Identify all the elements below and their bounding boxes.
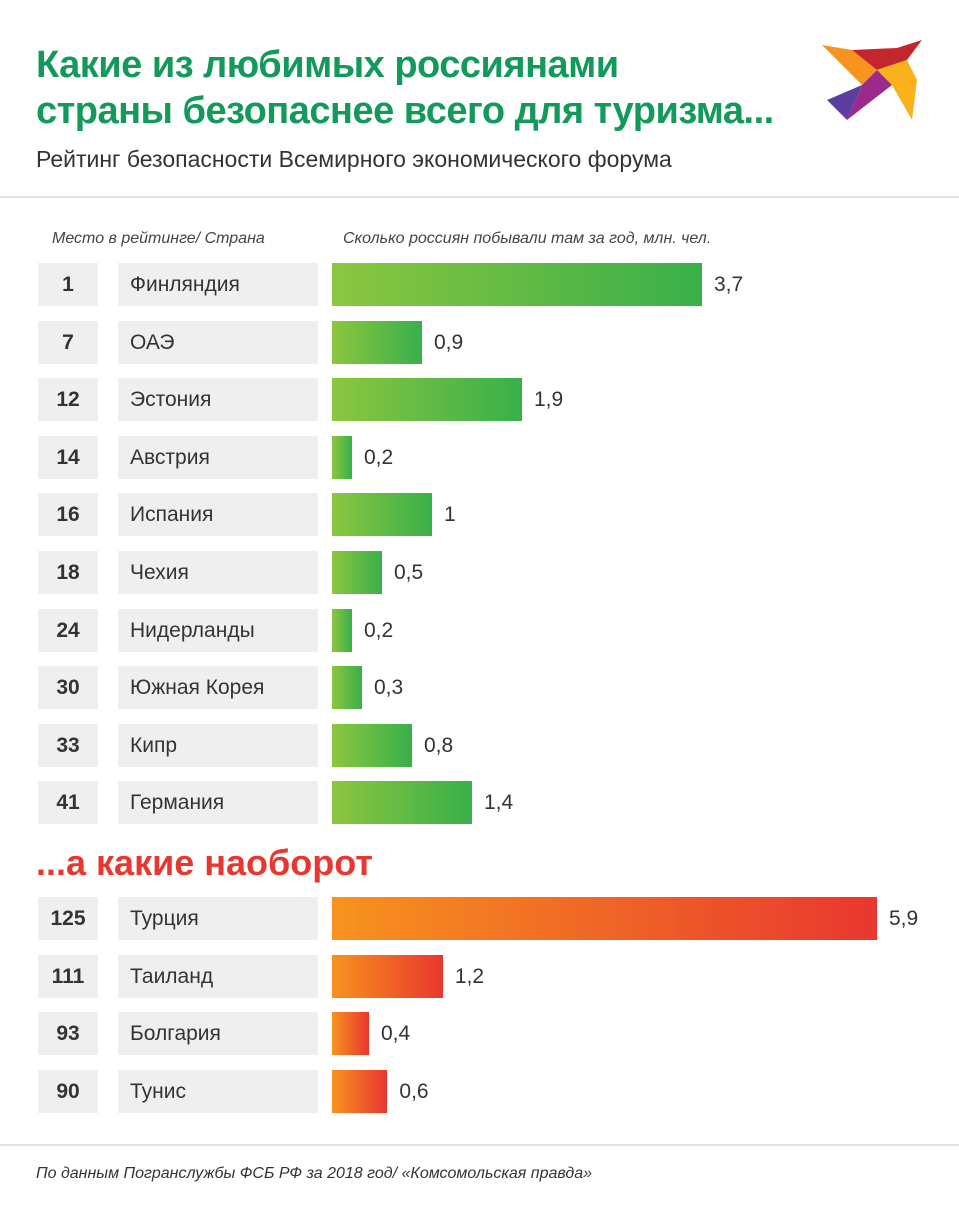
chart-row: 7 ОАЭ 0,9 bbox=[0, 320, 959, 364]
bar bbox=[332, 551, 382, 594]
divider bbox=[0, 196, 959, 198]
bar bbox=[332, 435, 352, 479]
chart-row: 24 Нидерланды 0,2 bbox=[0, 608, 959, 652]
chart-row: 30 Южная Корея 0,3 bbox=[0, 666, 959, 710]
page-title: Какие из любимых россиянами страны безоп… bbox=[36, 42, 774, 134]
chart-row: 33 Кипр 0,8 bbox=[0, 723, 959, 767]
bar bbox=[332, 954, 443, 998]
rank-label: 93 bbox=[38, 1012, 98, 1056]
chart-row: 93 Болгария 0,4 bbox=[0, 1012, 959, 1056]
rank-label: 125 bbox=[38, 897, 98, 940]
country-label: Тунис bbox=[118, 1069, 318, 1113]
value-label: 0,2 bbox=[364, 445, 394, 469]
value-label: 1,4 bbox=[484, 791, 514, 815]
subtitle: Рейтинг безопасности Всемирного экономич… bbox=[36, 146, 672, 172]
bar bbox=[332, 263, 702, 306]
value-label: 0,3 bbox=[374, 676, 404, 700]
bar bbox=[332, 781, 472, 825]
bird-logo-icon bbox=[822, 40, 922, 120]
country-label: Финляндия bbox=[118, 263, 318, 306]
chart-row: 90 Тунис 0,6 bbox=[0, 1069, 959, 1113]
rank-label: 41 bbox=[38, 781, 98, 825]
country-label: Чехия bbox=[118, 551, 318, 594]
value-label: 1 bbox=[444, 503, 456, 527]
country-label: Эстония bbox=[118, 378, 318, 422]
country-label: Турция bbox=[118, 897, 318, 940]
value-label: 1,2 bbox=[454, 964, 485, 988]
column-header-visitors: Сколько россиян побывали там за год, млн… bbox=[343, 230, 712, 247]
rank-label: 111 bbox=[38, 954, 98, 998]
rank-label: 14 bbox=[38, 435, 98, 479]
rank-label: 18 bbox=[38, 551, 98, 594]
rank-label: 1 bbox=[38, 263, 98, 306]
country-label: Южная Корея bbox=[118, 666, 318, 710]
rank-label: 33 bbox=[38, 723, 98, 767]
value-label: 0,2 bbox=[364, 618, 394, 642]
bar bbox=[332, 608, 352, 652]
country-label: Нидерланды bbox=[118, 608, 318, 652]
chart-row: 111 Таиланд 1,2 bbox=[0, 954, 959, 998]
value-label: 0,6 bbox=[399, 1079, 429, 1103]
value-label: 5,9 bbox=[889, 907, 919, 930]
bar bbox=[332, 1012, 369, 1056]
bar bbox=[332, 723, 412, 767]
value-label: 3,7 bbox=[714, 273, 744, 296]
chart-row: 16 Испания 1 bbox=[0, 493, 959, 537]
rank-label: 24 bbox=[38, 608, 98, 652]
country-label: Болгария bbox=[118, 1012, 318, 1056]
value-label: 1,9 bbox=[534, 388, 564, 412]
column-header-rank-country: Место в рейтинге/ Страна bbox=[52, 230, 265, 247]
rank-label: 12 bbox=[38, 378, 98, 422]
title-line-2: страны безопаснее всего для туризма... bbox=[36, 90, 774, 132]
bar bbox=[332, 493, 432, 537]
country-label: Австрия bbox=[118, 435, 318, 479]
bar bbox=[332, 1069, 388, 1113]
rank-label: 16 bbox=[38, 493, 98, 537]
value-label: 0,9 bbox=[434, 330, 464, 354]
title-line-1: Какие из любимых россиянами bbox=[36, 44, 619, 86]
rank-label: 30 bbox=[38, 666, 98, 710]
chart-row: 1 Финляндия 3,7 bbox=[0, 263, 959, 306]
source-footer: По данным Погранслужбы ФСБ РФ за 2018 го… bbox=[36, 1165, 593, 1182]
bar bbox=[332, 320, 422, 364]
bar bbox=[332, 666, 362, 710]
country-label: Кипр bbox=[118, 723, 318, 767]
bar bbox=[332, 897, 877, 940]
divider bbox=[0, 1144, 959, 1146]
chart-row: 125 Турция 5,9 bbox=[0, 897, 959, 940]
rank-label: 7 bbox=[38, 320, 98, 364]
bar bbox=[332, 378, 522, 422]
country-label: Испания bbox=[118, 493, 318, 537]
country-label: Германия bbox=[118, 781, 318, 825]
country-label: ОАЭ bbox=[118, 320, 318, 364]
chart-row: 41 Германия 1,4 bbox=[0, 781, 959, 825]
section-heading-unsafe: ...а какие наоборот bbox=[36, 842, 373, 883]
value-label: 0,4 bbox=[380, 1022, 411, 1046]
country-label: Таиланд bbox=[118, 954, 318, 998]
chart-row: 18 Чехия 0,5 bbox=[0, 551, 959, 594]
value-label: 0,5 bbox=[394, 561, 424, 584]
chart-row: 12 Эстония 1,9 bbox=[0, 378, 959, 422]
value-label: 0,8 bbox=[424, 733, 454, 757]
rank-label: 90 bbox=[38, 1069, 98, 1113]
chart-row: 14 Австрия 0,2 bbox=[0, 435, 959, 479]
